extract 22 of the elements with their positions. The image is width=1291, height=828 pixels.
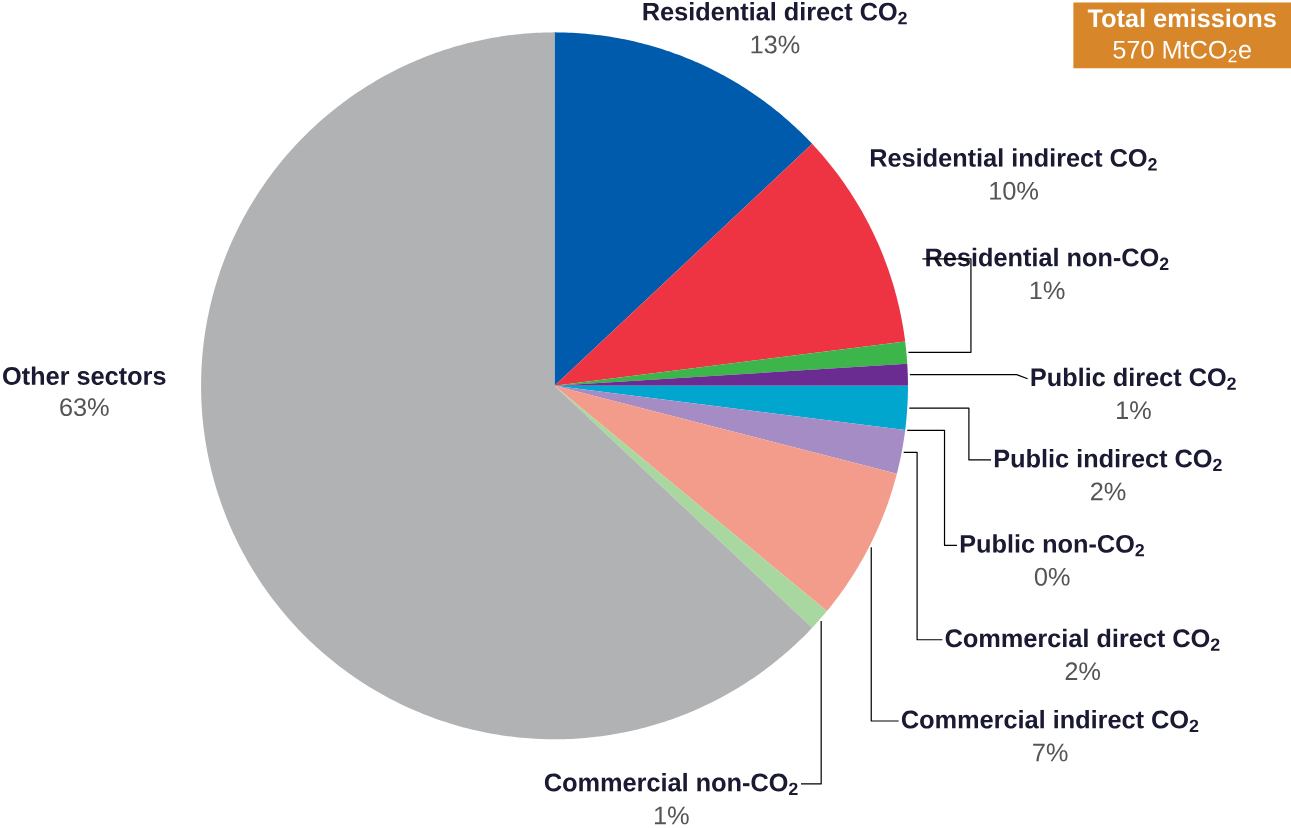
data-label: 1% <box>1030 281 1065 300</box>
data-label: 13% <box>751 35 800 54</box>
data-label: 7% <box>1033 743 1068 762</box>
slice-label: Commercial direct CO$_{2}$ <box>945 628 1220 651</box>
text: Total emissions <box>1087 8 1276 28</box>
slice-label: Other sectors <box>3 366 166 386</box>
text: 570 MtCO$_{2}$e <box>1113 40 1251 63</box>
category-label: Public non-CO$_{2}$ <box>960 534 1144 557</box>
data-label: 2% <box>1091 482 1126 501</box>
data-label: 63% <box>60 398 109 417</box>
slice-label: Commercial indirect CO$_{2}$ <box>901 710 1199 733</box>
slice-label: Residential direct CO$_{2}$ <box>643 2 907 25</box>
data-label: 1% <box>1117 401 1151 420</box>
text: 0% <box>1034 567 1070 586</box>
slice-label: Residential indirect CO$_{2}$ <box>870 148 1157 171</box>
slice-label: Public indirect CO$_{2}$ <box>994 449 1222 472</box>
slice-label: Residential non-CO$_{2}$ <box>926 247 1169 271</box>
data-label: 2% <box>1065 662 1101 681</box>
data-label: 1% <box>654 806 689 825</box>
data-label: 10% <box>990 182 1038 200</box>
slice-label: Public direct CO$_{2}$ <box>1031 367 1236 390</box>
slice-label: Commercial non-CO$_{2}$ <box>544 773 798 796</box>
